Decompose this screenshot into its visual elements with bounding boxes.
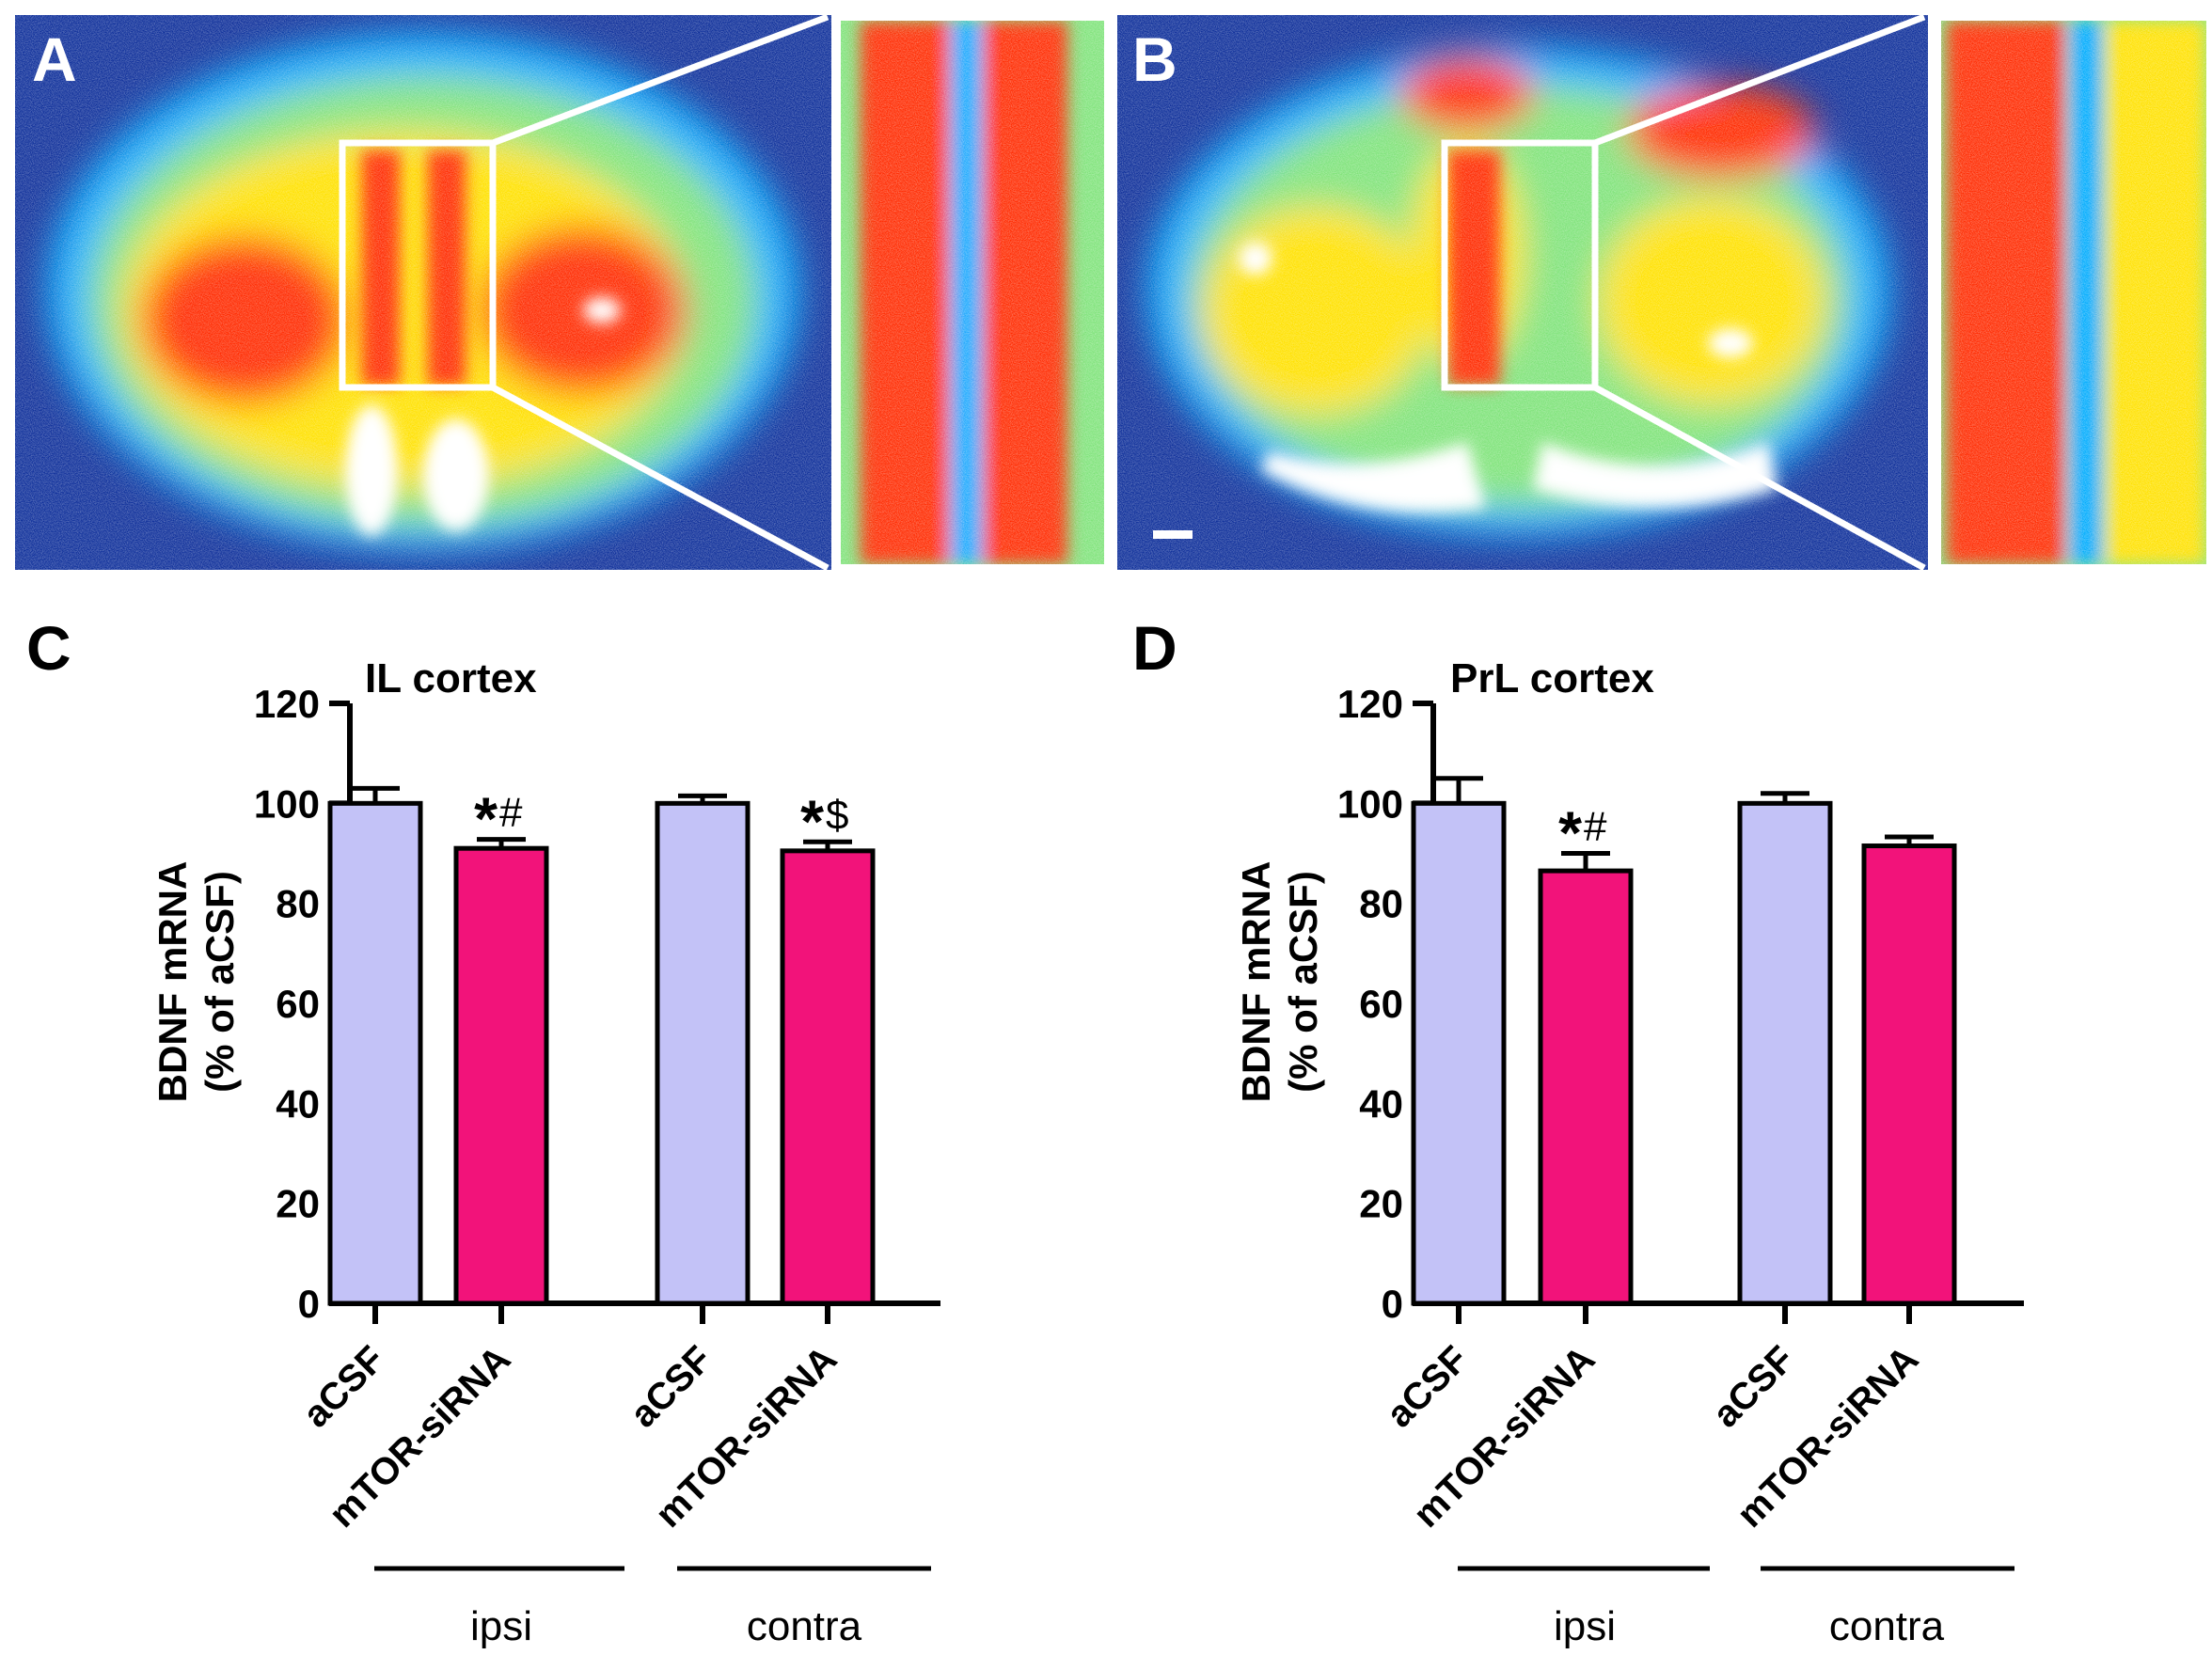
panel-b-zoom-image [1941,21,2206,564]
chart-d-bar [1538,868,1634,1306]
chart-c-bar [327,800,423,1306]
panel-label-d: D [1132,613,1177,683]
chart-d-y-tick-label: 40 [1359,1081,1403,1126]
chart-c-ylabel-line1: BDNF mRNA [150,861,195,1103]
chart-d-significance-star: * [1558,799,1582,867]
panel-label-b: B [1132,24,1177,94]
chart-c-x-tick-label: aCSF [623,1338,719,1435]
chart-d-y-tick-label: 80 [1359,882,1403,926]
chart-d-bar [1411,800,1507,1306]
chart-c: IL cortex BDNF mRNA (% of aCSF) ipsi con… [150,655,940,1649]
chart-c-group-label-contra: contra [747,1603,862,1649]
chart-c-significance-mark: $ [826,792,848,838]
panel-b-image [1117,15,1928,570]
chart-d-y-tick-label: 120 [1337,682,1403,726]
chart-c-y-tick-label: 0 [298,1282,320,1326]
panel-b-zoom-line-top [1593,13,1926,147]
chart-c-y-tick-label: 80 [276,882,320,926]
chart-d-ylabel-line2: (% of aCSF) [1281,871,1325,1093]
panel-b-roi-box [1441,139,1599,391]
chart-c-title: IL cortex [365,655,537,701]
chart-d-ylabel-line1: BDNF mRNA [1234,861,1278,1103]
chart-c-y-tick-label: 100 [254,781,320,826]
chart-c-bar [453,845,549,1306]
chart-c-y-tick-label: 120 [254,682,320,726]
panel-b-zoom-line-bottom [1593,384,1926,572]
panel-a-roi-box [339,139,497,391]
panel-a-image [15,15,831,570]
chart-d: PrL cortex BDNF mRNA (% of aCSF) ipsi co… [1234,655,2024,1649]
chart-c-group-label-ipsi: ipsi [470,1603,532,1649]
chart-d-y-tick-label: 0 [1382,1282,1403,1326]
chart-c-significance-star: * [800,787,824,855]
chart-d-bar [1861,843,1957,1306]
chart-d-y-tick-label: 100 [1337,781,1403,826]
chart-c-y-tick-label: 40 [276,1081,320,1126]
chart-c-bar [655,800,750,1306]
panel-label-c: C [26,613,71,683]
scale-bar [1153,530,1193,539]
chart-d-y-tick-label: 60 [1359,982,1403,1026]
chart-d-group-label-contra: contra [1829,1603,1945,1649]
chart-d-title: PrL cortex [1450,655,1654,701]
chart-c-y-tick-label: 60 [276,982,320,1026]
chart-c-ylabel-line2: (% of aCSF) [198,871,242,1093]
chart-c-significance-star: * [474,785,498,853]
chart-d-group-label-ipsi: ipsi [1554,1603,1616,1649]
chart-d-x-tick-label: aCSF [1379,1338,1476,1435]
panel-label-a: A [32,24,77,94]
panel-a-zoom-line-bottom [491,384,830,572]
chart-d-bar [1737,800,1833,1306]
chart-d-significance-mark: # [1584,804,1607,850]
panel-a-zoom-line-top [491,13,830,147]
chart-c-significance-mark: # [499,790,523,836]
panel-a-zoom-image [841,21,1104,564]
chart-d-y-tick-label: 20 [1359,1182,1403,1226]
chart-c-bar [780,848,876,1306]
chart-d-x-tick-label: aCSF [1705,1338,1802,1435]
chart-c-y-tick-label: 20 [276,1182,320,1226]
chart-c-x-tick-label: aCSF [295,1338,392,1435]
